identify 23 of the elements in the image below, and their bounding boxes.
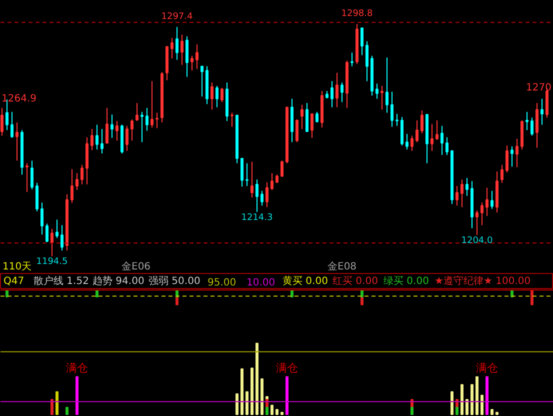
text: 10.00: [246, 278, 276, 288]
text: 散户线 1.52: [34, 275, 89, 287]
text: 红买 0.00: [332, 275, 378, 287]
annotation: 1214.3: [241, 213, 273, 224]
text: 强弱 50.00: [148, 276, 200, 287]
annotation: 1204.0: [461, 236, 494, 246]
text: ★遵守纪律★ 100.00: [434, 275, 531, 287]
text: 趋势 94.00: [92, 275, 144, 287]
text: 黄买 0.00: [282, 275, 328, 287]
annotation: 1264.9: [2, 94, 36, 104]
text: 95.00: [208, 278, 236, 288]
text: 金E06: [122, 260, 151, 272]
annotation: 1297.4: [161, 12, 194, 22]
text: Q47: [4, 276, 24, 287]
text: 金E08: [328, 260, 357, 272]
annotation: 满仓: [476, 362, 498, 375]
annotation: 满仓: [276, 362, 298, 375]
text: 绿买 0.00: [384, 276, 429, 287]
annotation: 1194.5: [36, 257, 68, 268]
text: 110天: [2, 262, 32, 272]
annotation: 满仓: [66, 362, 88, 375]
annotation: 1270: [526, 82, 552, 94]
annotation: 1298.8: [341, 8, 374, 19]
